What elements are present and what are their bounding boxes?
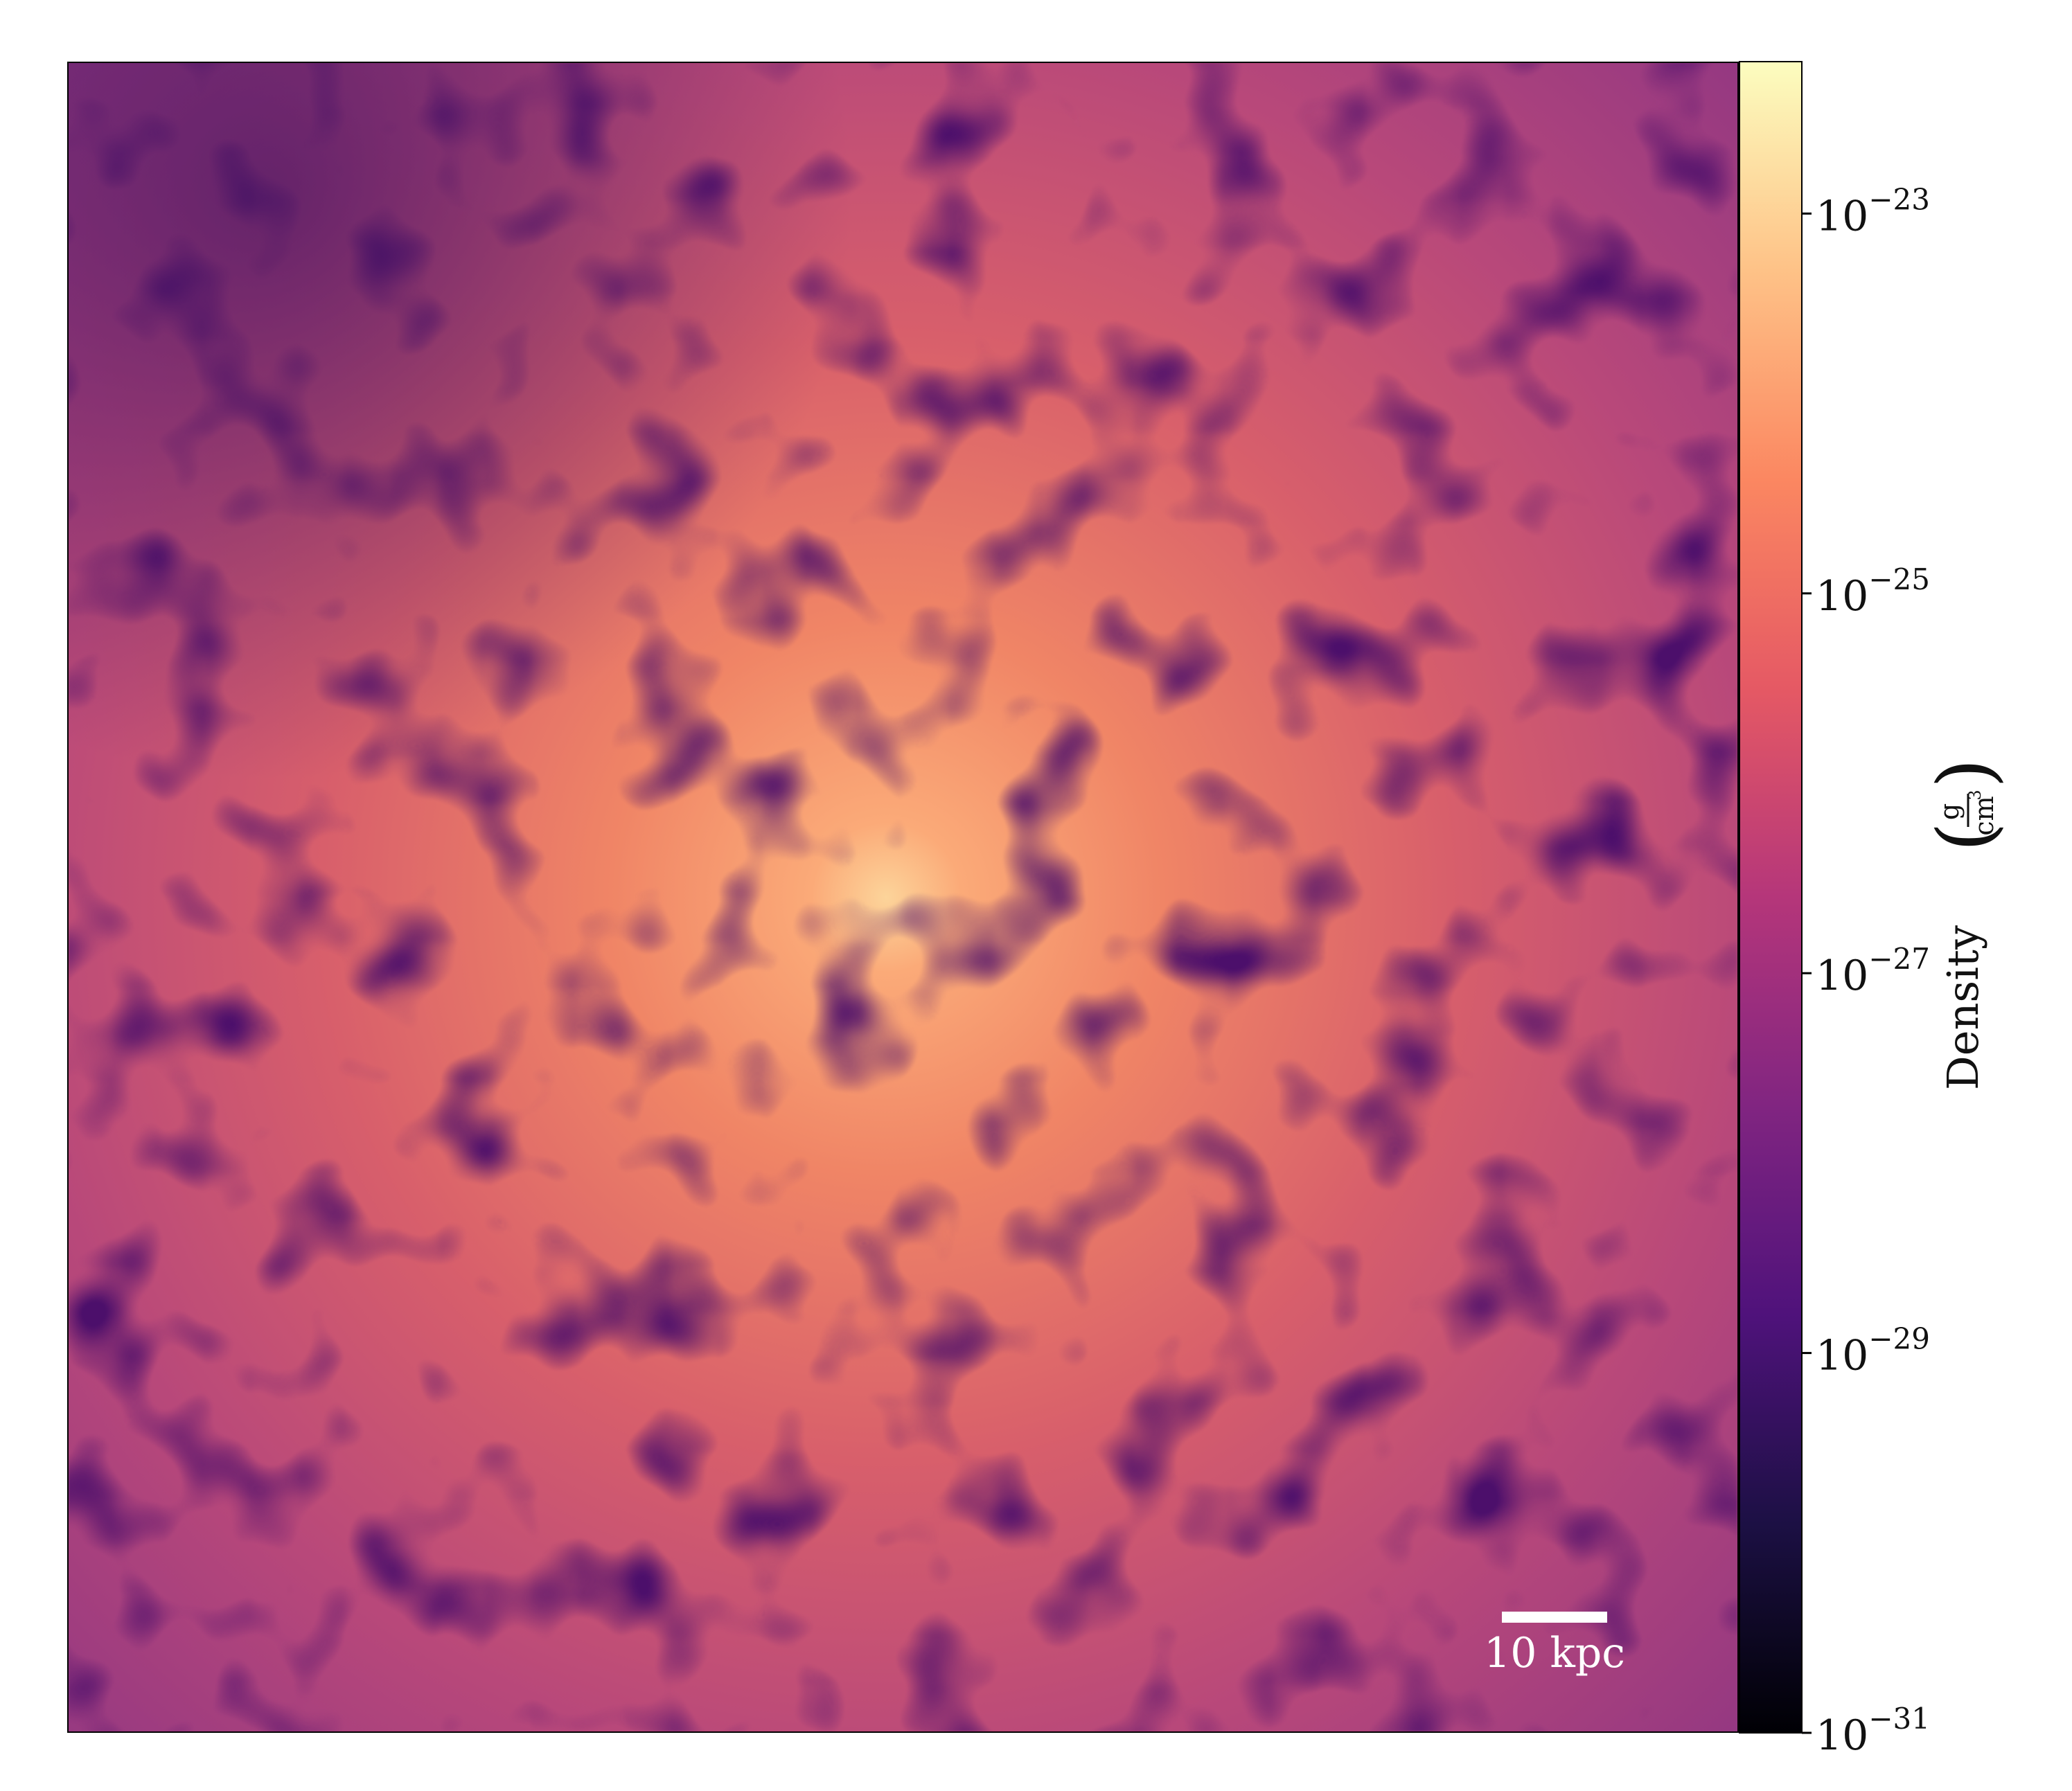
colorbar-tick-label: 10−23	[1816, 182, 1930, 240]
colorbar-label: Density ( g cm 3 )	[1921, 758, 2010, 1090]
colorbar-ticks: 10−23 10−25 10−27 10−29 10−31	[1802, 182, 1930, 1760]
scale-bar-label: 10 kpc	[1484, 1629, 1625, 1677]
unit-denominator-power: 3	[1965, 790, 1985, 800]
colorbar-tick-label: 10−25	[1816, 562, 1930, 621]
colorbar-tick-label: 10−27	[1816, 942, 1930, 1000]
density-image	[69, 63, 1737, 1731]
scale-bar	[1502, 1612, 1607, 1623]
density-map	[67, 62, 1739, 1733]
colorbar-unit: ( g cm 3 )	[1921, 758, 2010, 852]
colorbar-gradient	[1739, 61, 1803, 1734]
colorbar-label-text: Density	[1938, 925, 1988, 1090]
unit-paren-left: (	[1921, 822, 2010, 852]
colorbar-tick-label: 10−31	[1816, 1702, 1930, 1760]
unit-paren-right: )	[1921, 758, 2010, 788]
unit-denominator: cm	[1969, 796, 1999, 835]
unit-numerator: g	[1934, 803, 1965, 820]
colorbar-tick-label: 10−29	[1816, 1322, 1930, 1380]
